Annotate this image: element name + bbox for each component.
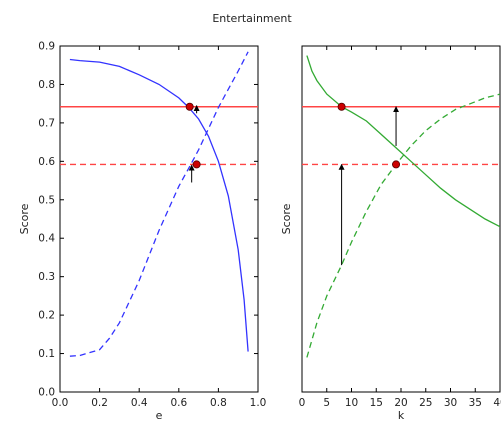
x-axis-label: k: [398, 409, 405, 422]
series-line-dashed: [69, 51, 249, 357]
y-tick-label: 0.6: [38, 156, 55, 168]
y-tick-label: 0.0: [38, 387, 55, 399]
y-tick-label: 0.1: [38, 348, 55, 360]
series-line-dashed: [306, 93, 500, 358]
axes-frame: [59, 45, 259, 393]
x-tick-label: 20: [394, 397, 407, 409]
y-tick-label: 0.2: [38, 310, 55, 322]
y-tick-label: 0.4: [38, 233, 55, 245]
x-tick-label: 0.2: [91, 397, 108, 409]
intersection-marker: [392, 160, 401, 169]
x-tick-label: 0.6: [170, 397, 187, 409]
y-tick-label: 0.7: [38, 117, 55, 129]
figure-title: Entertainment: [212, 12, 292, 25]
y-axis-label: Score: [280, 203, 293, 234]
y-tick-label: 0.5: [38, 194, 55, 206]
x-tick-label: 35: [469, 397, 482, 409]
series-line: [306, 55, 500, 228]
plot-area: [60, 51, 258, 357]
plot-area: [302, 55, 500, 358]
y-axis-label: Score: [18, 203, 31, 234]
y-tick-label: 0.8: [38, 79, 55, 91]
panel-k: 0 5 10 15 20 25 30 35 40 k Score: [280, 45, 501, 422]
x-tick-label: 30: [444, 397, 457, 409]
intersection-marker: [337, 102, 346, 111]
x-tick-label: 0: [299, 397, 306, 409]
intersection-marker: [192, 160, 201, 169]
x-tick-label: 0.4: [131, 397, 148, 409]
x-tick-label: 25: [419, 397, 432, 409]
x-tick-label: 0.0: [52, 397, 69, 409]
x-tick-label: 5: [323, 397, 330, 409]
x-axis-label: e: [156, 409, 163, 422]
x-tick-label: 1.0: [250, 397, 267, 409]
y-tick-label: 0.9: [38, 41, 55, 53]
x-tick-label: 10: [345, 397, 358, 409]
x-tick-label: 0.8: [210, 397, 227, 409]
x-tick-label: 40: [493, 397, 501, 409]
series-line: [69, 58, 249, 352]
panel-e: 0.0 0.2 0.4 0.6 0.8 1.0 0.0 0.1 0.2 0.3 0.4 0.5 0.6 0…: [18, 41, 266, 423]
intersection-marker: [185, 102, 194, 111]
y-tick-label: 0.3: [38, 271, 55, 283]
x-tick-label: 15: [370, 397, 383, 409]
